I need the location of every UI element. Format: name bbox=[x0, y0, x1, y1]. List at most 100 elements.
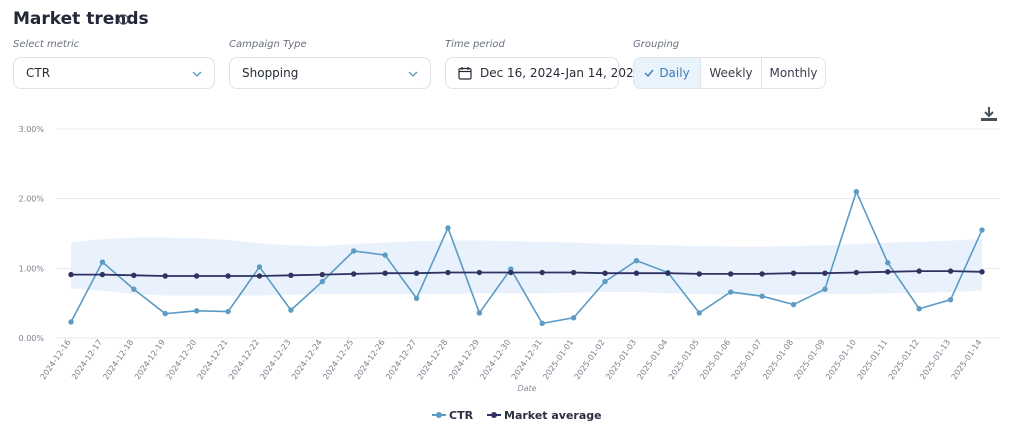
ctr-point bbox=[916, 306, 922, 312]
grouping-weekly-label: Weekly bbox=[709, 66, 753, 80]
ctr-point bbox=[885, 260, 891, 266]
market-range-band bbox=[71, 237, 982, 296]
download-icon[interactable] bbox=[981, 107, 997, 121]
x-tick-label: 2025-01-02 bbox=[573, 338, 607, 381]
market-average-point bbox=[68, 271, 74, 278]
campaign-value: Shopping bbox=[242, 66, 299, 80]
market-average-point bbox=[508, 269, 514, 276]
market-average-point bbox=[445, 269, 451, 276]
x-tick-label: 2025-01-03 bbox=[604, 338, 638, 381]
x-tick-label: 2025-01-07 bbox=[730, 338, 764, 381]
ctr-point bbox=[256, 264, 263, 270]
ctr-point bbox=[288, 307, 294, 313]
grouping-monthly-button[interactable]: Monthly bbox=[761, 58, 825, 88]
ctr-point bbox=[68, 319, 74, 325]
market-average-line bbox=[71, 270, 983, 277]
info-circle-icon[interactable] bbox=[118, 14, 129, 25]
legend-swatch-market-average bbox=[487, 412, 501, 418]
x-tick-label: 2024-12-28 bbox=[416, 338, 450, 381]
x-tick-label: 2025-01-11 bbox=[855, 338, 889, 381]
date-range-value: Dec 16, 2024-Jan 14, 2025 bbox=[480, 66, 642, 80]
ctr-point bbox=[131, 286, 137, 292]
x-tick-label: 2024-12-26 bbox=[353, 338, 387, 381]
x-tick-label: 2025-01-09 bbox=[793, 338, 827, 381]
chevron-down-icon bbox=[192, 71, 202, 77]
ctr-point bbox=[853, 189, 860, 195]
x-tick-label: 2024-12-29 bbox=[447, 338, 481, 381]
y-tick-label: 1.00% bbox=[19, 264, 45, 273]
campaign-label: Campaign Type bbox=[229, 39, 307, 50]
page-title: Market trends bbox=[13, 9, 149, 29]
campaign-select[interactable]: Shopping bbox=[229, 57, 431, 89]
ctr-point bbox=[759, 293, 765, 299]
market-average-point bbox=[602, 270, 608, 276]
market-average-point bbox=[162, 273, 168, 279]
ctr-point bbox=[570, 315, 577, 321]
grouping-weekly-button[interactable]: Weekly bbox=[700, 58, 761, 88]
x-tick-label: 2024-12-16 bbox=[39, 338, 73, 381]
x-axis-title: Date bbox=[517, 384, 536, 393]
ctr-point bbox=[445, 225, 451, 231]
ctr-point bbox=[696, 310, 702, 316]
market-average-point bbox=[947, 268, 954, 274]
market-trends-chart: 0.00% 1.00% 2.00% 3.00% 2024-12-162024-12-17… bbox=[19, 125, 1000, 393]
grouping-daily-button[interactable]: Daily bbox=[634, 58, 700, 88]
ctr-point bbox=[947, 296, 954, 303]
x-tick-label: 2024-12-31 bbox=[510, 338, 544, 381]
x-tick-label: 2024-12-22 bbox=[227, 338, 261, 381]
x-tick-label: 2024-12-23 bbox=[258, 338, 292, 381]
ctr-point bbox=[382, 252, 388, 258]
period-label: Time period bbox=[445, 39, 505, 50]
chevron-down-icon bbox=[408, 71, 418, 77]
market-average-point bbox=[727, 271, 734, 277]
x-tick-label: 2024-12-20 bbox=[164, 338, 198, 381]
x-tick-label: 2025-01-05 bbox=[667, 338, 701, 381]
x-tick-label: 2025-01-06 bbox=[698, 338, 732, 381]
check-icon bbox=[644, 69, 654, 78]
x-tick-label: 2024-12-25 bbox=[321, 338, 355, 381]
x-tick-label: 2025-01-08 bbox=[761, 338, 795, 381]
market-average-point bbox=[853, 269, 860, 276]
x-tick-label: 2024-12-30 bbox=[478, 338, 512, 381]
x-tick-label: 2024-12-21 bbox=[196, 338, 230, 381]
market-average-point bbox=[319, 271, 326, 278]
grouping-toggle[interactable]: Daily Weekly Monthly bbox=[633, 57, 826, 89]
ctr-point bbox=[413, 295, 420, 301]
grouping-label: Grouping bbox=[633, 39, 680, 50]
market-average-point bbox=[539, 269, 545, 276]
market-average-point bbox=[822, 270, 828, 276]
market-average-point bbox=[759, 271, 765, 277]
ctr-point bbox=[822, 286, 828, 292]
market-average-point bbox=[288, 272, 294, 278]
x-tick-label: 2025-01-04 bbox=[635, 338, 669, 381]
legend-swatch-ctr bbox=[432, 412, 446, 418]
x-tick-label: 2025-01-10 bbox=[824, 338, 858, 381]
grouping-daily-label: Daily bbox=[659, 66, 690, 80]
market-average-point bbox=[413, 270, 420, 276]
market-average-point bbox=[916, 268, 922, 274]
x-tick-label: 2025-01-13 bbox=[918, 338, 952, 381]
metric-select[interactable]: CTR bbox=[13, 57, 215, 89]
market-average-point bbox=[790, 270, 797, 276]
market-average-point bbox=[696, 271, 702, 277]
metric-label: Select metric bbox=[13, 39, 80, 50]
market-average-point bbox=[979, 269, 985, 275]
x-tick-label: 2025-01-01 bbox=[541, 338, 575, 381]
ctr-point bbox=[162, 310, 168, 317]
market-average-point bbox=[885, 269, 891, 275]
x-tick-label: 2025-01-14 bbox=[950, 338, 984, 381]
date-range-picker[interactable]: Dec 16, 2024-Jan 14, 2025 bbox=[445, 57, 641, 89]
y-tick-label: 3.00% bbox=[19, 125, 45, 134]
ctr-point bbox=[790, 301, 797, 308]
market-average-point bbox=[382, 270, 388, 276]
y-tick-label: 2.00% bbox=[19, 195, 45, 204]
x-tick-label: 2024-12-17 bbox=[70, 338, 104, 381]
market-average-point bbox=[193, 273, 200, 279]
x-tick-label: 2024-12-24 bbox=[290, 338, 324, 381]
calendar-icon bbox=[458, 67, 472, 80]
ctr-point bbox=[727, 289, 734, 295]
x-tick-label: 2024-12-18 bbox=[101, 338, 135, 381]
x-tick-label: 2025-01-12 bbox=[887, 338, 921, 381]
ctr-point bbox=[99, 259, 106, 265]
market-average-point bbox=[633, 270, 640, 276]
